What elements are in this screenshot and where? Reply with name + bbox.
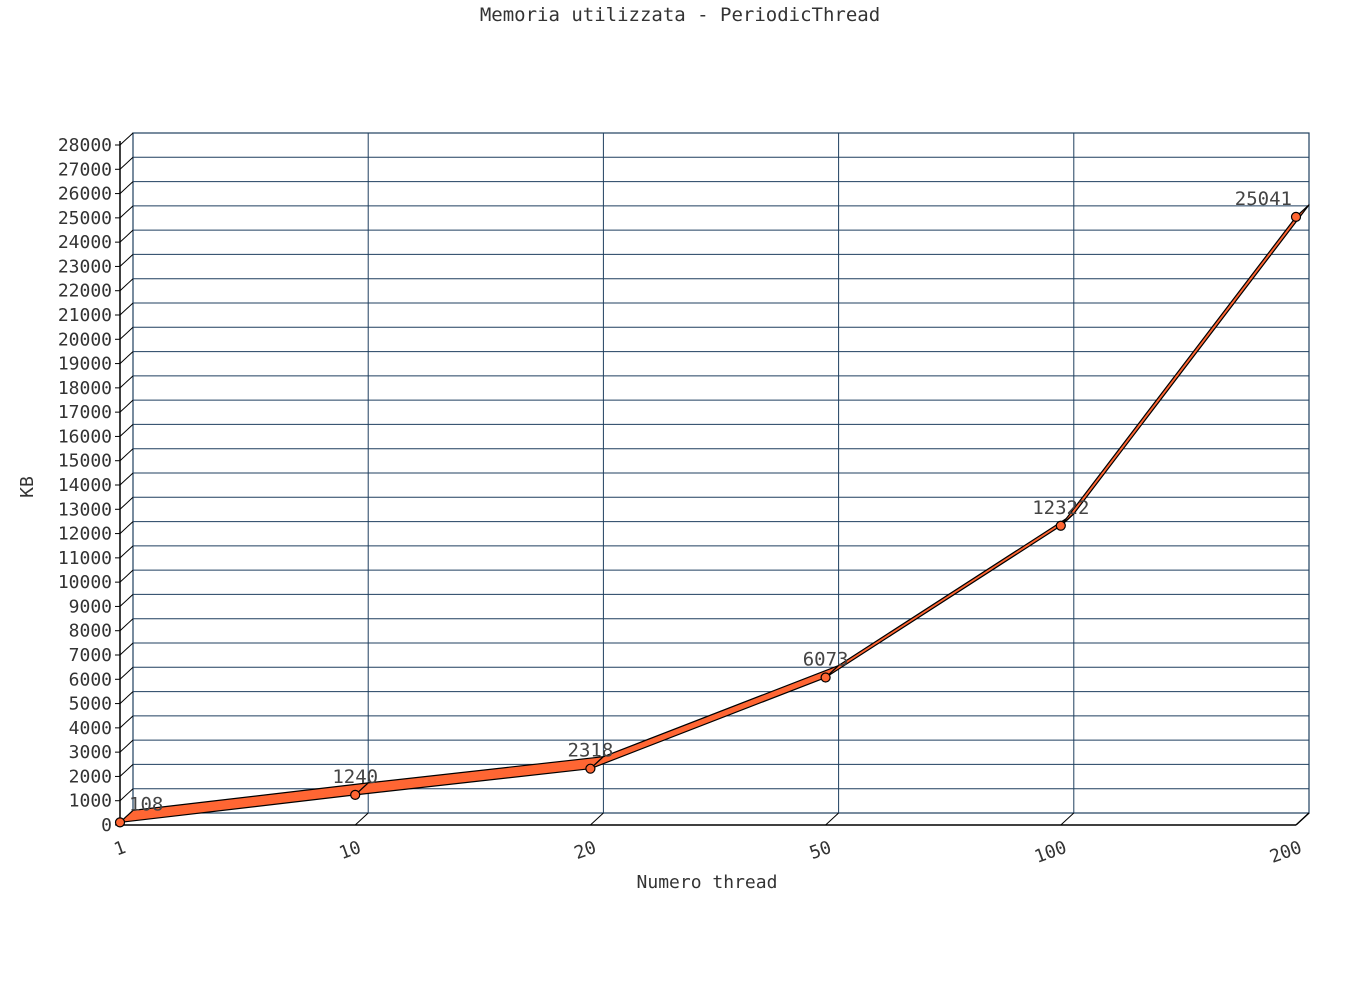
y-tick-label: 18000 (58, 378, 112, 399)
data-label: 25041 (1235, 188, 1292, 210)
y-tick-label: 9000 (69, 596, 112, 617)
y-tick-label: 15000 (58, 451, 112, 472)
series-ribbon (119, 204, 1310, 823)
y-tick-label: 25000 (58, 208, 112, 229)
y-tick-label: 21000 (58, 305, 112, 326)
wall-depth-line (119, 205, 134, 219)
x-tick-label: 200 (1267, 837, 1305, 868)
wall-depth-line (119, 156, 134, 170)
y-tick-label: 11000 (58, 548, 112, 569)
data-point (350, 789, 361, 800)
y-axis-label: KB (17, 476, 38, 498)
data-points (114, 211, 1302, 828)
data-label: 12322 (1032, 497, 1089, 519)
wall-depth-line (119, 691, 134, 704)
wall-depth-line (119, 302, 134, 316)
y-tick-label: 0 (101, 815, 112, 836)
wall-depth-line (119, 278, 134, 292)
wall-depth-line (119, 254, 134, 267)
wall-depth-line (119, 739, 134, 753)
y-tick-label: 26000 (58, 184, 112, 205)
wall-depth-line (119, 424, 134, 437)
wall-depth-line (119, 545, 134, 559)
data-point (585, 763, 596, 774)
wall-depth-line (119, 642, 134, 656)
floor-depth-line (825, 812, 839, 826)
chart-title: Memoria utilizzata - PeriodicThread (480, 4, 880, 26)
y-tick-label: 23000 (58, 256, 112, 277)
x-axis-ticks: 1 10 20 50 100 200 (111, 837, 1304, 868)
floor-depth-line (1060, 812, 1075, 826)
wall-depth-line (119, 594, 134, 607)
axes (119, 132, 1310, 826)
y-tick-label: 5000 (69, 694, 112, 715)
y-tick-label: 20000 (58, 329, 112, 350)
y-tick-label: 12000 (58, 524, 112, 545)
series-segment (589, 664, 840, 770)
y-tick-label: 6000 (69, 669, 112, 690)
wall-depth-line (119, 472, 134, 486)
wall-depth-line (119, 666, 134, 680)
grid (132, 132, 1310, 814)
y-tick-label: 19000 (58, 354, 112, 375)
wall-depth-line (119, 399, 134, 413)
x-tick-label: 1 (111, 837, 128, 860)
y-tick-label: 1000 (69, 791, 112, 812)
y-tick-label: 10000 (58, 572, 112, 593)
wall-depth-line (119, 569, 134, 583)
x-tick-label: 100 (1032, 837, 1070, 868)
x-axis-end-line (1295, 812, 1310, 826)
wall-depth-line (119, 375, 134, 389)
data-point (1290, 211, 1302, 222)
y-tick-label: 3000 (69, 742, 112, 763)
wall-depth-line (119, 132, 134, 146)
series-segment (1060, 204, 1310, 527)
data-point (820, 672, 831, 683)
y-tick-label: 17000 (58, 402, 112, 423)
y-tick-label: 14000 (58, 475, 112, 496)
y-tick-label: 28000 (58, 135, 112, 156)
y-tick-label: 24000 (58, 232, 112, 253)
y-tick-label: 16000 (58, 426, 112, 447)
wall-depth-line (119, 764, 134, 777)
wall-depth-line (119, 229, 134, 243)
data-label: 108 (129, 793, 163, 815)
y-tick-label: 2000 (69, 766, 112, 787)
x-tick-label: 20 (572, 837, 600, 864)
wall-depth-line (119, 496, 134, 510)
wall-depth-line (119, 351, 134, 364)
y-axis-ticks: 0 1000 2000 3000 4000 5000 6000 7000 8000 9000 100… (58, 135, 120, 836)
wall-depth-line (119, 448, 134, 462)
y-tick-label: 13000 (58, 499, 112, 520)
x-tick-label: 10 (336, 837, 364, 864)
wall-depth-line (119, 715, 134, 729)
data-point (114, 817, 126, 828)
series-segment (824, 513, 1075, 679)
data-label: 6073 (803, 649, 849, 671)
wall-depth-line (119, 326, 134, 340)
x-tick-label: 50 (807, 837, 835, 864)
data-label: 1240 (332, 766, 378, 788)
data-labels: 108 1240 2318 6073 12322 25041 (129, 188, 1292, 816)
floor-depth-line (590, 812, 604, 826)
x-axis-label: Numero thread (637, 872, 778, 893)
data-point (1055, 520, 1066, 531)
wall-depth-line (119, 181, 134, 194)
y-tick-label: 27000 (58, 159, 112, 180)
y-tick-label: 4000 (69, 718, 112, 739)
y-tick-label: 7000 (69, 645, 112, 666)
data-label: 2318 (568, 740, 614, 762)
wall-depth-line (119, 521, 134, 534)
wall-depth-line (119, 788, 134, 802)
y-tick-label: 22000 (58, 281, 112, 302)
y-tick-label: 8000 (69, 621, 112, 642)
wall-depth-line (119, 618, 134, 632)
floor-depth-line (354, 812, 369, 826)
